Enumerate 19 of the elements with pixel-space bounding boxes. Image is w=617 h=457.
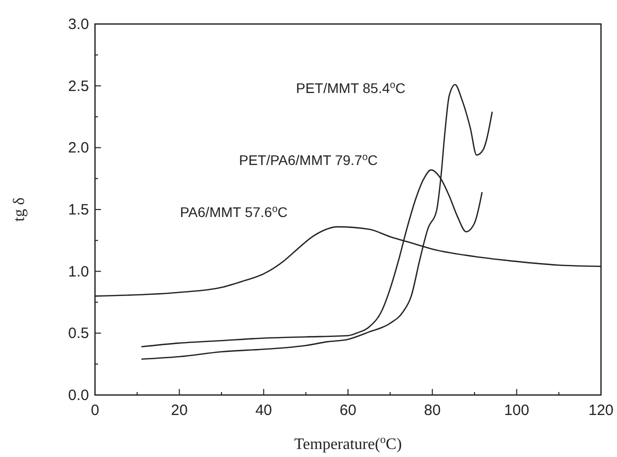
y-tick-label: 1.5 bbox=[68, 202, 89, 218]
y-tick-label: 1.0 bbox=[68, 263, 89, 280]
x-tick-label: 0 bbox=[90, 402, 100, 419]
y-tick-label: 2.5 bbox=[68, 78, 89, 95]
x-tick-label: 100 bbox=[504, 402, 530, 419]
x-tick-label: 20 bbox=[170, 402, 188, 419]
annotation: PET/PA6/MMT 79.7$^{o}$C bbox=[239, 152, 378, 168]
y-tick-label: 0.5 bbox=[68, 325, 89, 342]
y-tick-label: 2.0 bbox=[68, 140, 89, 157]
x-tick-label: 60 bbox=[340, 402, 356, 419]
x-tick-label: 40 bbox=[255, 402, 272, 419]
annotation: PA6/MMT 57.6$^{o}$C bbox=[180, 204, 288, 220]
x-axis-title: Temperature($^{o}$C) bbox=[294, 434, 402, 453]
y-tick-label: 3.0 bbox=[68, 16, 89, 33]
y-axis-title: tg δ bbox=[11, 198, 28, 222]
annotation: PET/MMT 85.4$^{o}$C bbox=[296, 80, 406, 96]
x-tick-label: 80 bbox=[424, 402, 441, 419]
y-tick-label: 0.0 bbox=[68, 387, 89, 404]
x-tick-label: 120 bbox=[588, 402, 614, 419]
